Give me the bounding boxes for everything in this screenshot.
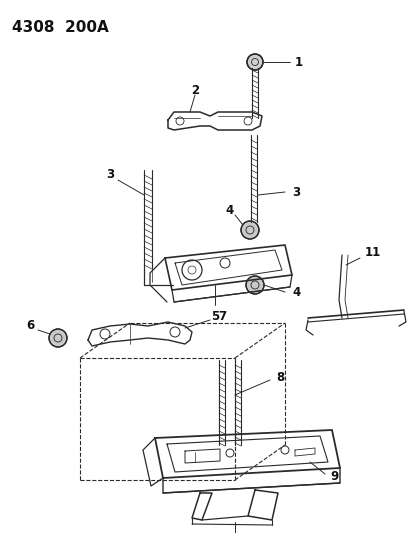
Text: 5: 5 bbox=[210, 310, 218, 323]
Circle shape bbox=[247, 54, 262, 70]
Text: 4308  200A: 4308 200A bbox=[12, 20, 109, 35]
Text: 2: 2 bbox=[190, 84, 199, 96]
Text: 7: 7 bbox=[218, 310, 225, 322]
Text: 11: 11 bbox=[364, 246, 380, 259]
Circle shape bbox=[240, 221, 259, 239]
Circle shape bbox=[245, 276, 263, 294]
Text: 3: 3 bbox=[291, 185, 299, 198]
Text: 9: 9 bbox=[329, 471, 337, 483]
Text: 4: 4 bbox=[225, 204, 234, 216]
Circle shape bbox=[49, 329, 67, 347]
Text: 3: 3 bbox=[106, 168, 114, 182]
Text: 4: 4 bbox=[291, 286, 299, 298]
Text: 8: 8 bbox=[275, 372, 284, 384]
Text: 6: 6 bbox=[26, 319, 34, 333]
Text: 1: 1 bbox=[294, 55, 302, 69]
